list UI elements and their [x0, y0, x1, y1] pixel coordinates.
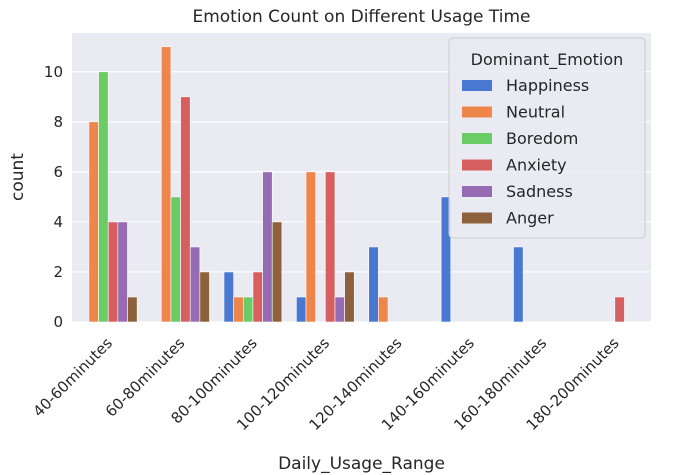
legend-label-anxiety: Anxiety — [506, 156, 567, 175]
bar-anger-100-120minutes — [344, 271, 355, 323]
legend-label-happiness: Happiness — [506, 76, 589, 95]
legend-swatch-boredom — [462, 133, 492, 144]
legend-items: Happiness Neutral Boredom Anxiety Sadness Ang… — [462, 76, 589, 228]
bar-anxiety-80-100minutes — [252, 271, 263, 323]
legend-title: Dominant_Emotion — [471, 50, 624, 70]
bar-neutral-40-60minutes — [88, 121, 99, 323]
bar-anxiety-180-200minutes — [614, 296, 625, 323]
x-axis-label: Daily_Usage_Range — [278, 454, 445, 474]
bars — [88, 46, 625, 323]
bar-anxiety-60-80minutes — [180, 96, 191, 323]
bar-boredom-80-100minutes — [242, 296, 254, 323]
legend-box — [448, 37, 646, 239]
legend-label-boredom: Boredom — [506, 129, 578, 148]
bar-boredom-40-60minutes — [98, 71, 109, 323]
x-tick-labels: 40-60minutes60-80minutes80-100minutes100… — [30, 334, 623, 434]
bar-anger-40-60minutes — [127, 296, 138, 323]
bar-happiness-100-120minutes — [296, 296, 307, 323]
bar-anger-80-100minutes — [271, 221, 283, 323]
y-tick-label: 0 — [53, 313, 63, 331]
legend-swatch-neutral — [462, 106, 492, 118]
legend-label-anger: Anger — [506, 209, 554, 228]
legend-swatch-anxiety — [462, 159, 492, 171]
bar-anxiety-100-120minutes — [325, 171, 336, 323]
bar-happiness-120-140minutes — [368, 246, 379, 323]
legend: Dominant_Emotion Happiness Neutral Boredom… — [448, 37, 646, 239]
bar-happiness-80-100minutes — [223, 271, 234, 323]
legend-swatch-anger — [462, 212, 492, 224]
bar-sadness-40-60minutes — [117, 221, 128, 323]
bar-neutral-100-120minutes — [305, 171, 316, 323]
bar-happiness-160-180minutes — [513, 246, 524, 323]
y-tick-label: 10 — [44, 63, 63, 81]
legend-label-sadness: Sadness — [506, 182, 573, 201]
chart-title: Emotion Count on Different Usage Time — [192, 7, 530, 27]
bar-happiness-140-160minutes — [440, 196, 452, 323]
bar-boredom-60-80minutes — [170, 196, 181, 323]
bar-neutral-120-140minutes — [378, 296, 389, 323]
bar-sadness-100-120minutes — [334, 296, 345, 323]
y-tick-label: 8 — [53, 113, 63, 131]
y-tick-label: 4 — [53, 213, 63, 231]
bar-neutral-80-100minutes — [233, 296, 244, 323]
y-tick-label: 2 — [53, 263, 63, 281]
legend-label-neutral: Neutral — [506, 103, 565, 122]
bar-anxiety-40-60minutes — [107, 221, 119, 323]
y-axis-label: count — [8, 153, 28, 201]
y-tick-labels: 0 2 4 6 8 10 — [44, 63, 63, 331]
bar-sadness-80-100minutes — [262, 171, 273, 323]
bar-neutral-60-80minutes — [160, 46, 172, 323]
bar-anger-60-80minutes — [199, 271, 210, 323]
bar-sadness-60-80minutes — [189, 246, 201, 323]
legend-swatch-sadness — [462, 186, 492, 197]
y-tick-label: 6 — [53, 163, 63, 181]
legend-swatch-happiness — [462, 80, 492, 91]
